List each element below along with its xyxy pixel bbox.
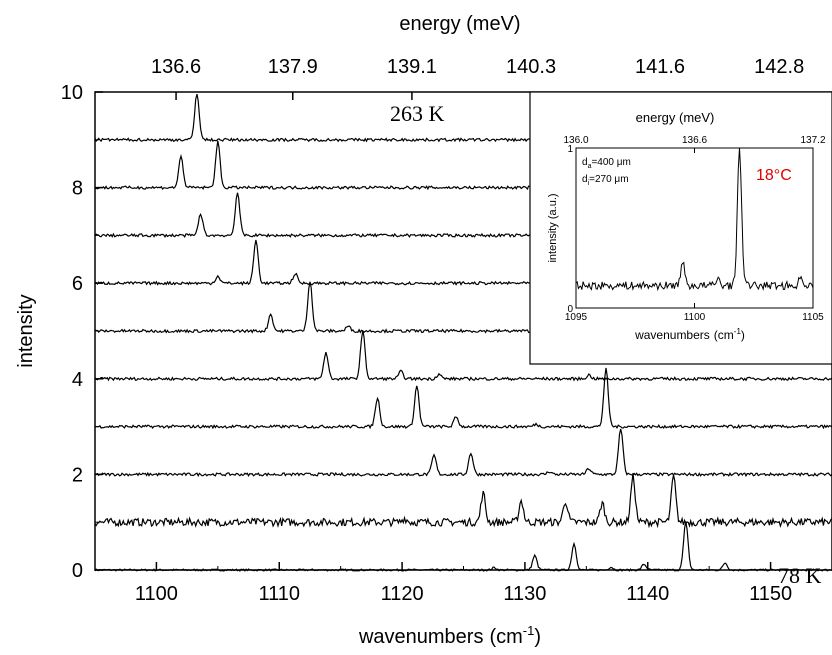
top-axis-title: energy (meV) (399, 13, 520, 35)
inset-top-tick-label: 136.0 (563, 135, 588, 146)
inset-series (575, 147, 814, 292)
spectrum-line-4 (94, 330, 832, 382)
top-tick-label: 140.3 (506, 56, 556, 78)
inset-legend-da-prefix: d (582, 157, 588, 168)
y-axis-label: intensity (15, 294, 37, 367)
top-tick-label: 139.1 (387, 56, 437, 78)
inset-x-axis-label: wavenumbers (cm-1) (634, 327, 745, 342)
y-tick-label: 6 (72, 273, 83, 295)
x-axis-ticks: 1100 1110 1120 1130 1140 1150 (94, 562, 832, 605)
inset-panel (529, 91, 832, 365)
top-tick-label: 136.6 (151, 56, 201, 78)
x-tick-label: 1110 (258, 583, 300, 605)
top-tick-label: 137.9 (268, 56, 318, 78)
inset-x-axis-label-text: wavenumbers (634, 328, 710, 342)
y-tick-label: 8 (72, 178, 83, 200)
inset-x-tick-label: 1105 (802, 312, 824, 323)
inset-spectrum-line-0 (575, 147, 814, 292)
inset-top-tick-label: 137.2 (800, 135, 825, 146)
inset-legend-di-suffix: =270 μm (589, 174, 628, 185)
x-axis-label-close: ) (534, 626, 541, 648)
inset-top-tick-label: 136.6 (682, 135, 707, 146)
inset-legend-da-suffix: =400 μm (591, 157, 630, 168)
inset-top-axis-title: energy (meV) (636, 110, 715, 125)
inset-legend-di: di=270 μm (582, 174, 629, 187)
x-tick-label: 1120 (381, 583, 424, 605)
inset-temperature-label: 18°C (756, 167, 792, 184)
spectrum-line-3 (94, 367, 832, 430)
inset-y-tick-label: 1 (567, 144, 573, 155)
inset-y-tick-label: 0 (567, 304, 573, 315)
inset-x-axis-ticks: 1095 1100 1105 (565, 303, 824, 323)
inset-x-axis-label-exp: -1 (734, 327, 742, 336)
y-axis-ticks: 0 2 4 6 8 10 (61, 82, 103, 582)
inset-x-axis-label-unit: (cm (714, 328, 734, 342)
inset-y-axis-label: intensity (a.u.) (547, 193, 559, 262)
x-axis-label-unit: (cm (489, 626, 522, 648)
annotation-263k: 263 K (390, 101, 445, 126)
x-tick-label: 1100 (135, 583, 178, 605)
top-tick-label: 142.8 (754, 56, 804, 78)
spectrum-line-2 (95, 428, 832, 478)
top-tick-label: 141.6 (635, 56, 685, 78)
top-axis-ticks: 136.6 137.9 139.1 140.3 141.6 142.8 (151, 56, 804, 100)
x-tick-label: 1140 (626, 583, 669, 605)
inset-x-tick-label: 1095 (565, 312, 588, 323)
inset-x-tick-label: 1100 (684, 312, 706, 323)
inset-legend-da-sub: a (588, 163, 592, 170)
inset-x-axis-label-close: ) (741, 328, 745, 342)
x-axis-label-exp: -1 (523, 623, 535, 638)
y-tick-label: 10 (61, 82, 83, 104)
x-tick-label: 1150 (749, 583, 792, 605)
y-tick-label: 0 (72, 560, 83, 582)
y-tick-label: 4 (72, 369, 83, 391)
x-axis-label-text: wavenumbers (358, 626, 484, 648)
spectrum-line-1 (94, 473, 832, 529)
y-tick-label: 2 (72, 464, 83, 486)
x-axis-label: wavenumbers (cm-1) (358, 623, 541, 648)
spectrum-line-0 (94, 521, 832, 572)
inset-chart: energy (meV) 136.0 136.6 137.2 01 1095 1100… (529, 91, 832, 365)
inset-legend-di-sub: i (588, 180, 590, 187)
inset-y-axis-ticks: 01 (567, 144, 581, 315)
inset-legend-di-prefix: d (582, 174, 588, 185)
x-tick-label: 1130 (503, 583, 546, 605)
annotation-78k: 78 K (778, 563, 822, 588)
inset-legend-da: da=400 μm (582, 157, 631, 170)
